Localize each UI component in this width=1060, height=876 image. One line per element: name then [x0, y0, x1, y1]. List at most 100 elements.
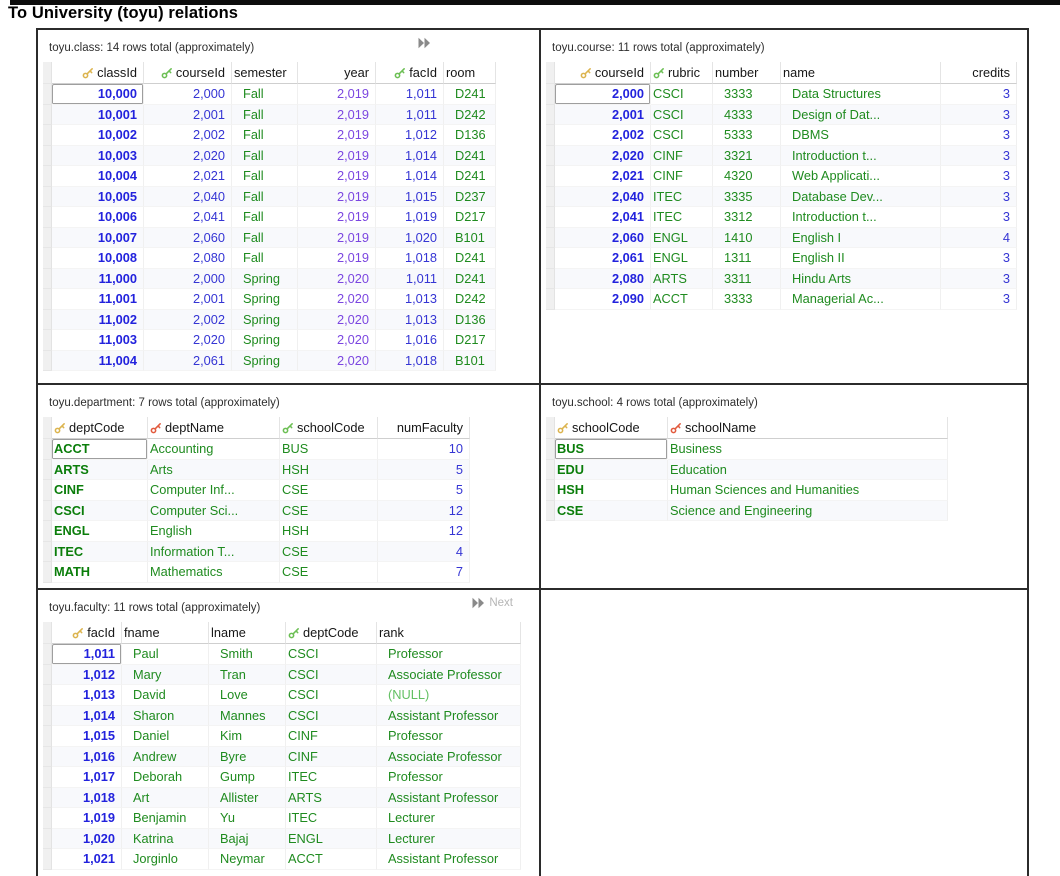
cell-class-facId[interactable]: 1,018 [376, 248, 444, 269]
column-header-deptName[interactable]: deptName [148, 417, 280, 439]
cell-course-courseId[interactable]: 2,041 [555, 207, 651, 228]
cell-class-room[interactable]: D136 [444, 125, 496, 146]
cell-class-semester[interactable]: Fall [232, 84, 298, 105]
cell-faculty-facId[interactable]: 1,011 [52, 644, 122, 665]
cell-course-rubric[interactable]: ACCT [651, 289, 713, 310]
cell-faculty-rank[interactable]: Professor [377, 726, 521, 747]
cell-department-numFaculty[interactable]: 4 [378, 541, 470, 562]
cell-faculty-fname[interactable]: Mary [122, 664, 209, 685]
cell-course-courseId[interactable]: 2,000 [555, 84, 651, 105]
cell-class-facId[interactable]: 1,014 [376, 166, 444, 187]
cell-faculty-lname[interactable]: Gump [209, 767, 286, 788]
cell-department-schoolCode[interactable]: CSE [280, 541, 378, 562]
cell-course-credits[interactable]: 3 [941, 268, 1017, 289]
cell-department-deptCode[interactable]: ENGL [52, 521, 148, 542]
cell-class-courseId[interactable]: 2,020 [144, 145, 232, 166]
cell-course-courseId[interactable]: 2,090 [555, 289, 651, 310]
next-page-button[interactable]: Next [471, 597, 513, 609]
cell-course-rubric[interactable]: CSCI [651, 104, 713, 125]
cell-class-year[interactable]: 2,020 [298, 289, 376, 310]
cell-course-name[interactable]: Database Dev... [781, 186, 941, 207]
cell-class-facId[interactable]: 1,013 [376, 289, 444, 310]
column-header-deptCode[interactable]: deptCode [52, 417, 148, 439]
cell-class-year[interactable]: 2,019 [298, 207, 376, 228]
cell-faculty-fname[interactable]: Jorginlo [122, 849, 209, 870]
cell-faculty-lname[interactable]: Kim [209, 726, 286, 747]
cell-department-numFaculty[interactable]: 7 [378, 562, 470, 583]
cell-course-name[interactable]: Design of Dat... [781, 104, 941, 125]
cell-class-courseId[interactable]: 2,000 [144, 268, 232, 289]
cell-faculty-deptCode[interactable]: ITEC [286, 808, 377, 829]
cell-class-year[interactable]: 2,020 [298, 350, 376, 371]
cell-class-courseId[interactable]: 2,002 [144, 309, 232, 330]
cell-department-schoolCode[interactable]: CSE [280, 500, 378, 521]
cell-faculty-rank[interactable]: Lecturer [377, 808, 521, 829]
cell-class-classId[interactable]: 10,004 [52, 166, 144, 187]
cell-faculty-rank[interactable]: Professor [377, 644, 521, 665]
cell-course-credits[interactable]: 3 [941, 166, 1017, 187]
cell-class-classId[interactable]: 10,008 [52, 248, 144, 269]
cell-class-year[interactable]: 2,019 [298, 248, 376, 269]
cell-class-semester[interactable]: Spring [232, 309, 298, 330]
cell-class-semester[interactable]: Spring [232, 268, 298, 289]
cell-faculty-deptCode[interactable]: ITEC [286, 767, 377, 788]
cell-class-classId[interactable]: 10,002 [52, 125, 144, 146]
cell-department-deptName[interactable]: Computer Inf... [148, 480, 280, 501]
cell-department-deptCode[interactable]: CSCI [52, 500, 148, 521]
cell-faculty-rank[interactable]: Assistant Professor [377, 705, 521, 726]
cell-course-number[interactable]: 5333 [713, 125, 781, 146]
cell-class-semester[interactable]: Fall [232, 145, 298, 166]
cell-course-rubric[interactable]: CINF [651, 145, 713, 166]
cell-school-schoolName[interactable]: Science and Engineering [668, 500, 948, 521]
cell-course-name[interactable]: English I [781, 227, 941, 248]
cell-class-semester[interactable]: Spring [232, 330, 298, 351]
cell-faculty-facId[interactable]: 1,015 [52, 726, 122, 747]
cell-class-semester[interactable]: Fall [232, 248, 298, 269]
cell-class-facId[interactable]: 1,016 [376, 330, 444, 351]
cell-class-classId[interactable]: 11,003 [52, 330, 144, 351]
cell-department-schoolCode[interactable]: BUS [280, 439, 378, 460]
next-page-button[interactable] [417, 37, 435, 49]
cell-course-credits[interactable]: 4 [941, 227, 1017, 248]
cell-faculty-facId[interactable]: 1,020 [52, 828, 122, 849]
cell-course-number[interactable]: 3312 [713, 207, 781, 228]
cell-class-classId[interactable]: 11,004 [52, 350, 144, 371]
cell-faculty-fname[interactable]: Daniel [122, 726, 209, 747]
cell-faculty-facId[interactable]: 1,012 [52, 664, 122, 685]
cell-department-deptName[interactable]: Accounting [148, 439, 280, 460]
cell-faculty-lname[interactable]: Tran [209, 664, 286, 685]
cell-course-credits[interactable]: 3 [941, 289, 1017, 310]
cell-school-schoolCode[interactable]: HSH [555, 480, 668, 501]
column-header-rubric[interactable]: rubric [651, 62, 713, 84]
cell-department-deptCode[interactable]: ITEC [52, 541, 148, 562]
cell-faculty-rank[interactable]: Professor [377, 767, 521, 788]
cell-class-courseId[interactable]: 2,041 [144, 207, 232, 228]
cell-department-schoolCode[interactable]: HSH [280, 521, 378, 542]
cell-faculty-lname[interactable]: Yu [209, 808, 286, 829]
cell-department-deptCode[interactable]: MATH [52, 562, 148, 583]
column-header-year[interactable]: year [298, 62, 376, 84]
cell-class-room[interactable]: D242 [444, 104, 496, 125]
cell-faculty-fname[interactable]: Katrina [122, 828, 209, 849]
cell-department-schoolCode[interactable]: CSE [280, 562, 378, 583]
cell-class-room[interactable]: D242 [444, 289, 496, 310]
cell-course-number[interactable]: 3333 [713, 84, 781, 105]
cell-class-facId[interactable]: 1,020 [376, 227, 444, 248]
cell-class-room[interactable]: D241 [444, 84, 496, 105]
cell-faculty-fname[interactable]: Sharon [122, 705, 209, 726]
cell-course-credits[interactable]: 3 [941, 125, 1017, 146]
cell-class-semester[interactable]: Fall [232, 104, 298, 125]
cell-course-number[interactable]: 4320 [713, 166, 781, 187]
cell-class-facId[interactable]: 1,011 [376, 268, 444, 289]
cell-faculty-lname[interactable]: Allister [209, 787, 286, 808]
column-header-facId[interactable]: facId [376, 62, 444, 84]
column-header-number[interactable]: number [713, 62, 781, 84]
cell-class-courseId[interactable]: 2,021 [144, 166, 232, 187]
cell-course-rubric[interactable]: CSCI [651, 125, 713, 146]
cell-department-schoolCode[interactable]: HSH [280, 459, 378, 480]
cell-course-name[interactable]: English II [781, 248, 941, 269]
cell-course-name[interactable]: DBMS [781, 125, 941, 146]
column-header-schoolCode[interactable]: schoolCode [555, 417, 668, 439]
cell-class-courseId[interactable]: 2,080 [144, 248, 232, 269]
cell-course-rubric[interactable]: ARTS [651, 268, 713, 289]
